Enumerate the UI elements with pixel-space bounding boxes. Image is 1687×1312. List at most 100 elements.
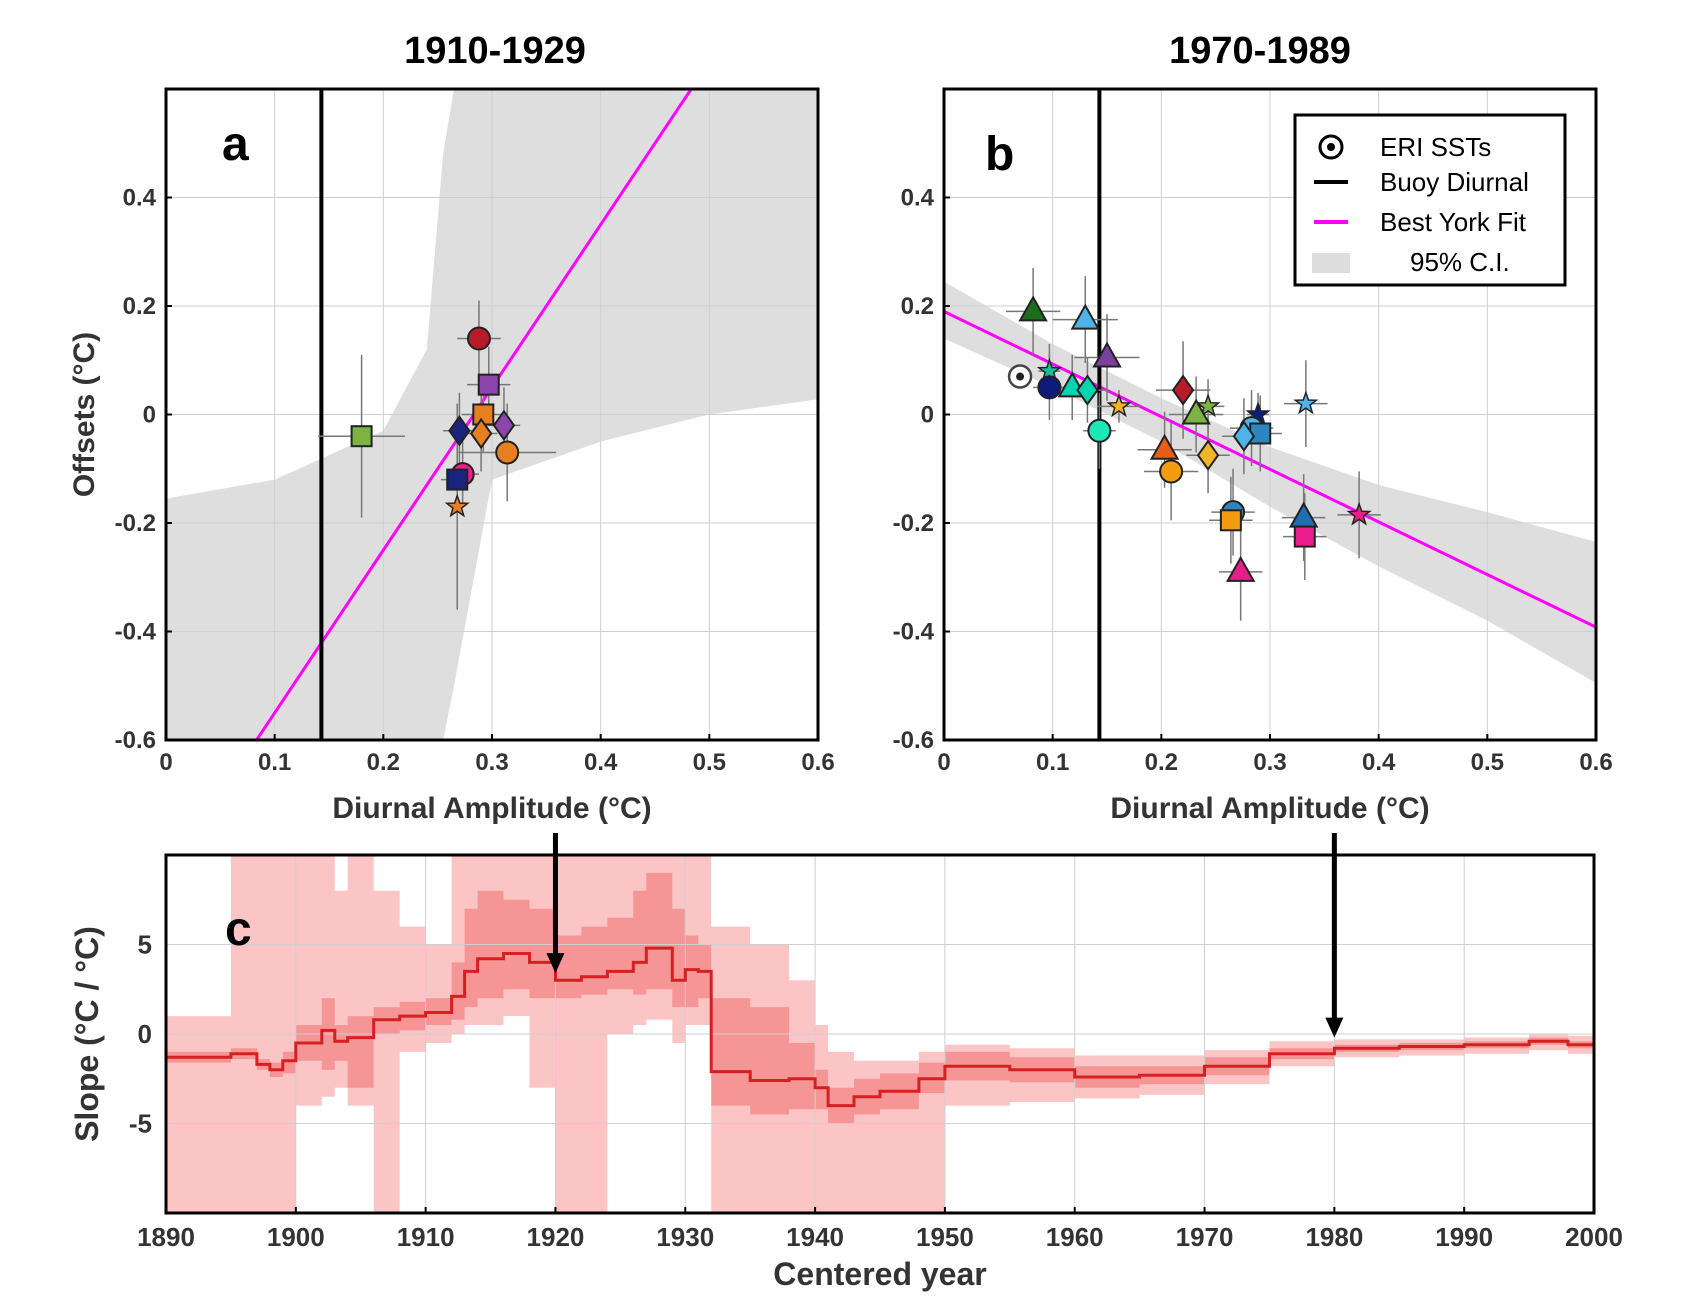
data-point-square — [350, 425, 373, 448]
slope-series-line — [166, 946, 1594, 1108]
data-point-star — [1346, 501, 1372, 526]
panel-b-title: 1970-1989 — [1169, 30, 1351, 72]
y-tick-label: 5 — [138, 930, 152, 960]
data-point-square — [446, 468, 469, 491]
data-point-triangle — [1092, 341, 1122, 368]
x-axis-label: Diurnal Amplitude (°C) — [332, 792, 651, 825]
data-point-diamond — [1196, 439, 1220, 471]
y-tick-label: 0.4 — [901, 185, 935, 212]
data-point-triangle — [1149, 433, 1180, 460]
y-tick-label: 0.4 — [123, 185, 157, 212]
y-tick-label: 0 — [921, 402, 934, 429]
panelA-plot-area — [166, 89, 818, 740]
panel-b: 0 0.1 0.2 0.3 0.4 0.5 0.6 -0.6 -0.4 -0.2 0 0.2 0.4 Di… — [893, 87, 1613, 825]
data-point-diamond — [492, 409, 516, 442]
data-point-square — [477, 373, 500, 396]
data-point-diamond — [1076, 374, 1099, 406]
data-point-star — [444, 493, 470, 518]
x-tick-label: 1980 — [1305, 1222, 1363, 1252]
x-tick-label: 1970 — [1176, 1222, 1234, 1252]
x-tick-label: 0.1 — [258, 749, 291, 776]
y-tick-label: -0.2 — [893, 510, 934, 537]
data-point-circle — [466, 326, 491, 351]
best-york-fit-line — [944, 310, 1596, 629]
data-point-diamond — [469, 417, 493, 450]
y-tick-label: -0.2 — [115, 510, 156, 537]
data-point-square — [1249, 422, 1272, 445]
period-arrow-head — [546, 953, 565, 974]
period-arrow-head — [1325, 1017, 1344, 1038]
data-point-triangle — [1018, 295, 1048, 322]
data-point-triangle — [1225, 555, 1256, 582]
x-tick-label: 0.1 — [1036, 749, 1069, 776]
data-point-diamond — [1232, 420, 1256, 452]
data-point-star — [1293, 390, 1319, 415]
x-tick-label: 0.3 — [1253, 749, 1286, 776]
period-arrow — [546, 833, 565, 974]
panel-c-letter: c — [225, 903, 252, 956]
x-tick-label: 0.2 — [1145, 749, 1178, 776]
panel-a-title: 1910-1929 — [404, 30, 586, 72]
panel-c-plot-area — [166, 855, 1594, 1213]
x-tick-label: 0.5 — [1471, 749, 1504, 776]
y-axis-label: Offsets (°C) — [68, 332, 101, 497]
x-tick-label: 0 — [159, 749, 172, 776]
legend-label-buoy: Buoy Diurnal — [1380, 167, 1529, 197]
panel-a: 0 0.1 0.2 0.3 0.4 0.5 0.6 -0.6 -0.4 -0.2 0 0.2 0.4 Di… — [68, 87, 835, 825]
x-tick-label: 1900 — [267, 1222, 325, 1252]
eri-sst-marker-dot — [1016, 372, 1025, 381]
legend-eri-marker — [1318, 134, 1344, 160]
y-tick-label: -0.6 — [115, 727, 156, 754]
data-point-triangle — [1181, 398, 1211, 425]
y-tick-label: 0 — [138, 1019, 152, 1049]
x-tick-label: 0.6 — [1579, 749, 1612, 776]
x-tick-label: 2000 — [1565, 1222, 1623, 1252]
x-tick-label: 1960 — [1046, 1222, 1104, 1252]
data-point-square — [1293, 525, 1316, 548]
y-tick-label: -5 — [129, 1109, 152, 1139]
period-arrow — [1325, 833, 1344, 1038]
x-tick-label: 0.2 — [367, 749, 400, 776]
legend-label-ci: 95% C.I. — [1410, 247, 1510, 277]
data-point-circle — [495, 440, 520, 465]
panel-a-letter: a — [222, 118, 249, 171]
x-tick-label: 0.5 — [693, 749, 726, 776]
data-point-star — [1195, 393, 1221, 418]
legend-label-fit: Best York Fit — [1380, 207, 1527, 237]
x-tick-label: 0 — [937, 749, 950, 776]
panel-b-letter: b — [985, 128, 1014, 181]
x-tick-label: 0.4 — [584, 749, 618, 776]
data-point-circle — [1087, 418, 1112, 443]
data-point-star — [1106, 393, 1132, 418]
y-tick-label: -0.6 — [893, 727, 934, 754]
y-tick-label: 0.2 — [123, 293, 156, 320]
legend: ERI SSTs Buoy Diurnal Best York Fit 95% … — [1293, 113, 1567, 287]
panelB-plot-area — [944, 89, 1596, 740]
x-tick-label: 1890 — [137, 1222, 195, 1252]
y-axis-label: Slope (°C / °C) — [69, 926, 105, 1142]
x-tick-label: 0.3 — [475, 749, 508, 776]
x-tick-label: 1950 — [916, 1222, 974, 1252]
x-axis-label: Centered year — [773, 1256, 986, 1292]
panel-c-frame — [164, 853, 1596, 1215]
panel-c: 1890 1900 1910 1920 1930 1940 1950 1960 1970 1980… — [69, 853, 1623, 1292]
x-tick-label: 1990 — [1435, 1222, 1493, 1252]
x-tick-label: 1940 — [786, 1222, 844, 1252]
data-point-triangle — [1070, 303, 1100, 330]
data-point-diamond — [1171, 374, 1195, 406]
x-tick-label: 1910 — [397, 1222, 455, 1252]
x-axis-label: Diurnal Amplitude (°C) — [1110, 792, 1429, 825]
x-tick-label: 0.6 — [801, 749, 834, 776]
ci-inner-band — [166, 872, 1594, 1124]
data-point-square — [1219, 509, 1242, 532]
x-tick-label: 1920 — [527, 1222, 585, 1252]
y-tick-label: -0.4 — [115, 619, 157, 646]
y-tick-label: -0.4 — [893, 619, 935, 646]
y-tick-label: 0.2 — [901, 293, 934, 320]
y-tick-label: 0 — [143, 402, 156, 429]
data-point-circle — [1037, 375, 1062, 400]
x-tick-label: 0.4 — [1362, 749, 1396, 776]
data-point-diamond — [448, 415, 471, 447]
legend-ci-swatch — [1312, 253, 1350, 273]
